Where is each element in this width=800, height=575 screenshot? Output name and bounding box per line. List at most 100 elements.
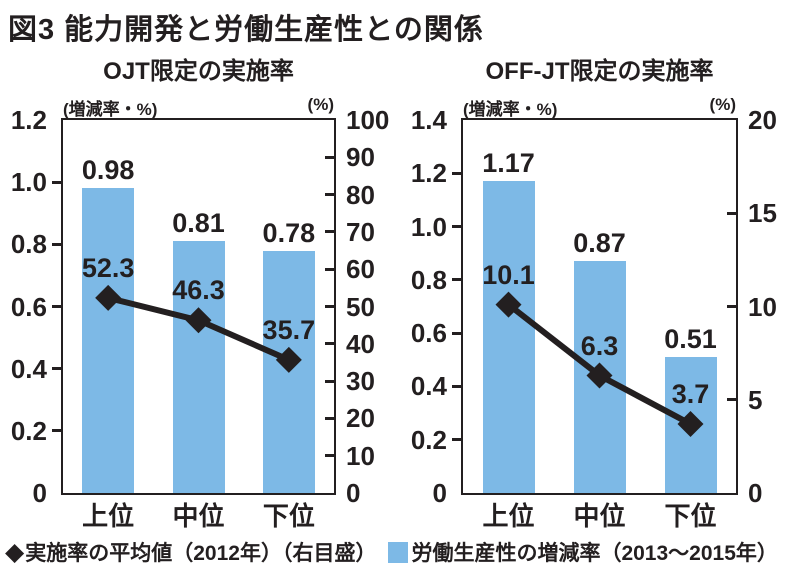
left-axis-tick-label: 0.4	[410, 371, 447, 402]
axis-tick	[727, 305, 736, 308]
axis-tick	[452, 171, 462, 175]
figure-title: 図3 能力開発と労働生産性との関係	[8, 14, 484, 46]
category-label: 上位	[482, 501, 535, 531]
axis-tick	[727, 398, 736, 402]
plot-area	[61, 118, 336, 495]
diamond-marker	[185, 307, 212, 334]
right-axis-tick-label: 50	[346, 291, 375, 322]
axis-tick	[325, 342, 334, 346]
bar-value-label: 0.78	[262, 217, 316, 248]
axis-tick	[52, 242, 62, 246]
bar	[482, 181, 535, 493]
right-axis-tick-label: 10	[748, 291, 777, 322]
left-axis-tick-label: 0.4	[10, 353, 47, 384]
right-axis-tick-label: 20	[748, 105, 777, 135]
legend-bar-label: 労働生産性の増減率（2013～2015年）	[411, 542, 778, 565]
category-label: 中位	[172, 501, 225, 531]
diamond-marker	[95, 284, 122, 311]
left-axis-unit: (増減率・%)	[463, 100, 558, 119]
right-axis-tick-label: 90	[346, 142, 375, 173]
line-value-label: 35.7	[262, 314, 316, 345]
line-value-label: 3.7	[671, 378, 710, 409]
left-axis-tick-label: 0.6	[410, 318, 447, 349]
legend-item-bar: 労働生産性の増減率（2013～2015年）	[388, 537, 778, 567]
bar-swatch-icon	[388, 541, 409, 563]
right-axis-tick-label: 10	[346, 440, 375, 471]
right-axis-tick-label: 0	[346, 478, 361, 508]
axis-tick	[325, 379, 334, 383]
line-value-label: 46.3	[172, 275, 225, 306]
right-axis-tick-label: 15	[748, 198, 777, 229]
line-value-label: 52.3	[81, 252, 135, 283]
category-label: 上位	[82, 501, 135, 531]
line-value-label: 10.1	[482, 259, 535, 290]
right-axis-tick-label: 0	[748, 478, 763, 508]
category-label: 中位	[573, 501, 626, 531]
diamond-marker	[275, 346, 302, 373]
left-axis-tick-label: 0	[32, 478, 47, 508]
legend-line-label: 実施率の平均値（2012年）（右目盛）	[25, 542, 377, 565]
bar	[172, 241, 225, 493]
axis-tick	[325, 155, 334, 159]
bar-value-label: 0.51	[664, 324, 717, 355]
category-label: 下位	[262, 501, 315, 531]
bar-value-label: 0.87	[573, 228, 626, 259]
diamond-marker	[586, 362, 613, 389]
left-axis-tick-label: 0.2	[410, 424, 447, 455]
axis-tick	[325, 230, 334, 234]
bar	[82, 188, 135, 493]
left-axis-tick-label: 1.4	[410, 105, 447, 135]
axis-tick	[452, 331, 462, 335]
bar-value-label: 1.17	[482, 148, 535, 179]
panel-title: OFF-JT限定の実施率	[485, 58, 714, 85]
axis-tick	[325, 416, 334, 420]
diamond-marker-icon: ◆	[5, 537, 25, 566]
right-axis-tick-label: 5	[748, 384, 763, 415]
right-axis-tick-label: 100	[346, 105, 390, 135]
axis-tick	[52, 429, 62, 433]
axis-tick	[452, 384, 462, 388]
legend: ◆ 実施率の平均値（2012年）（右目盛） 労働生産性の増減率（2013～201…	[5, 537, 778, 567]
axis-tick	[325, 454, 334, 458]
line-value-label: 6.3	[580, 330, 619, 361]
line-series	[495, 291, 704, 437]
bar-value-label: 0.81	[172, 208, 225, 239]
left-axis-tick-label: 1.0	[410, 211, 447, 242]
axis-tick	[727, 211, 736, 215]
plot-area	[461, 118, 738, 495]
axis-tick	[452, 438, 462, 442]
axis-tick	[52, 305, 62, 308]
left-axis-tick-label: 0.6	[10, 291, 47, 322]
left-axis-tick-label: 1.0	[10, 167, 47, 198]
left-axis-tick-label: 1.2	[10, 105, 47, 135]
right-axis-tick-label: 70	[346, 216, 375, 247]
left-axis-tick-label: 1.2	[410, 158, 447, 189]
axis-tick	[452, 278, 462, 282]
category-label: 下位	[664, 501, 717, 531]
left-axis-unit: (増減率・%)	[63, 100, 158, 119]
legend-item-line: ◆ 実施率の平均値（2012年）（右目盛）	[5, 537, 376, 567]
left-axis-tick-label: 0	[432, 478, 447, 508]
axis-tick	[325, 267, 334, 271]
axis-tick	[325, 305, 334, 308]
diamond-marker	[677, 410, 704, 437]
right-axis-unit: (%)	[709, 95, 736, 114]
left-axis-tick-label: 0.8	[10, 229, 47, 260]
right-axis-unit: (%)	[307, 95, 334, 114]
right-axis-tick-label: 20	[346, 403, 375, 434]
axis-tick	[52, 180, 62, 184]
axis-tick	[325, 193, 334, 197]
right-axis-tick-label: 60	[346, 254, 375, 285]
line-series	[95, 284, 302, 373]
right-axis-tick-label: 40	[346, 328, 375, 359]
axis-tick	[52, 367, 62, 371]
axis-tick	[452, 225, 462, 229]
diamond-marker	[495, 291, 522, 318]
left-axis-tick-label: 0.2	[10, 415, 47, 446]
right-axis-tick-label: 80	[346, 179, 375, 210]
right-axis-tick-label: 30	[346, 366, 375, 397]
panel-title: OJT限定の実施率	[103, 58, 294, 85]
